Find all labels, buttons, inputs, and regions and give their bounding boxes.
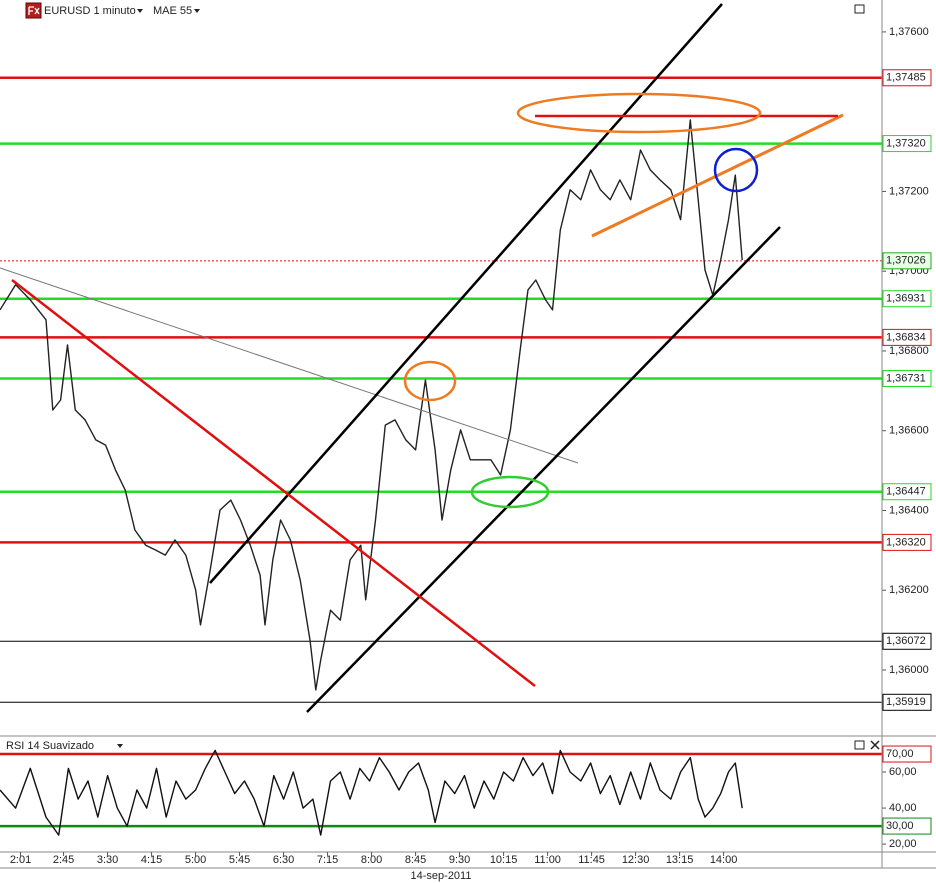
level-label-box: [882, 69, 932, 87]
x-tick-label: 14:00: [710, 854, 738, 866]
level-label: 1,35919: [886, 696, 926, 708]
x-tick-label: 3:30: [97, 854, 118, 866]
level-label-box: [882, 632, 932, 650]
level-label: 70,00: [886, 748, 914, 760]
x-tick-label: 10:15: [490, 854, 518, 866]
channel-lower: [306, 226, 781, 713]
rsi-title[interactable]: RSI 14 Suavizado: [6, 740, 94, 752]
current-price-box: [882, 252, 932, 270]
price-line: [0, 749, 743, 836]
instrument-label[interactable]: EURUSD 1 minuto: [44, 5, 136, 17]
level-label-box: [882, 533, 932, 551]
current-price-label: 1,37026: [886, 255, 926, 267]
y-tick-label: 40,00: [889, 802, 917, 814]
date-label: 14-sep-2011: [411, 870, 472, 882]
x-tick-label: 8:00: [361, 854, 382, 866]
x-tick-label: 9:30: [449, 854, 470, 866]
y-tick-label: 1,37200: [889, 185, 929, 197]
drawings: [0, 3, 844, 713]
level-label: 1,36834: [886, 331, 926, 343]
dropdown-arrow[interactable]: [137, 9, 143, 13]
y-tick-label: 1,36400: [889, 504, 929, 516]
y-tick-label: 1,36000: [889, 664, 929, 676]
x-tick-label: 11:45: [578, 854, 605, 866]
x-tick-label: 13:15: [666, 854, 694, 866]
x-tick-label: 2:01: [10, 854, 31, 866]
x-tick-label: 5:00: [185, 854, 206, 866]
level-label: 1,37320: [886, 137, 926, 149]
level-label: 1,36931: [886, 293, 926, 305]
x-tick-label: 2:45: [53, 854, 74, 866]
level-label-box: [882, 483, 932, 501]
y-tick-label: 60,00: [889, 766, 917, 778]
level-label: 1,36072: [886, 635, 926, 647]
y-tick-label: 1,36200: [889, 584, 929, 596]
x-tick-label: 11:00: [534, 854, 561, 866]
level-label-box: [882, 135, 932, 153]
x-tick-label: 12:30: [622, 854, 650, 866]
x-tick-label: 7:15: [317, 854, 338, 866]
level-label: 1,37485: [886, 72, 926, 84]
symbol-icon[interactable]: [25, 2, 42, 19]
channel-upper: [209, 3, 723, 584]
y-tick-label: 1,36600: [889, 425, 929, 437]
level-label-box: [882, 693, 932, 711]
x-tick-label: 6:30: [273, 854, 294, 866]
icon-glyph: [28, 6, 40, 15]
x-tick-label: 5:45: [229, 854, 250, 866]
trend-line: [0, 267, 579, 464]
level-label: 1,36320: [886, 536, 926, 548]
indicator-label[interactable]: MAE 55: [153, 5, 192, 17]
level-label: 30,00: [886, 820, 914, 832]
level-label-box: [882, 369, 932, 387]
maximize-button[interactable]: [854, 740, 865, 750]
trend-line-orange: [591, 113, 844, 238]
level-label: 1,36731: [886, 372, 926, 384]
level-label-box: [882, 745, 932, 763]
ellipse: [470, 475, 550, 509]
price-line: [0, 119, 743, 691]
x-tick-label: 8:45: [405, 854, 426, 866]
level-label-box: [882, 817, 932, 835]
dropdown-arrow[interactable]: [117, 744, 123, 748]
x-tick-label: 4:15: [141, 854, 162, 866]
close-button[interactable]: [870, 740, 880, 750]
maximize-button[interactable]: [854, 4, 865, 14]
dropdown-arrow[interactable]: [194, 9, 200, 13]
circle: [713, 147, 759, 193]
y-tick-label: 20,00: [889, 838, 917, 850]
ellipse: [516, 92, 762, 134]
level-label-box: [882, 328, 932, 346]
level-label: 1,36447: [886, 486, 926, 498]
y-tick-label: 1,36800: [889, 345, 929, 357]
level-label-box: [882, 290, 932, 308]
y-tick-label: 1,37600: [889, 26, 929, 38]
trend-line-red: [11, 279, 536, 687]
ellipse: [403, 360, 457, 402]
